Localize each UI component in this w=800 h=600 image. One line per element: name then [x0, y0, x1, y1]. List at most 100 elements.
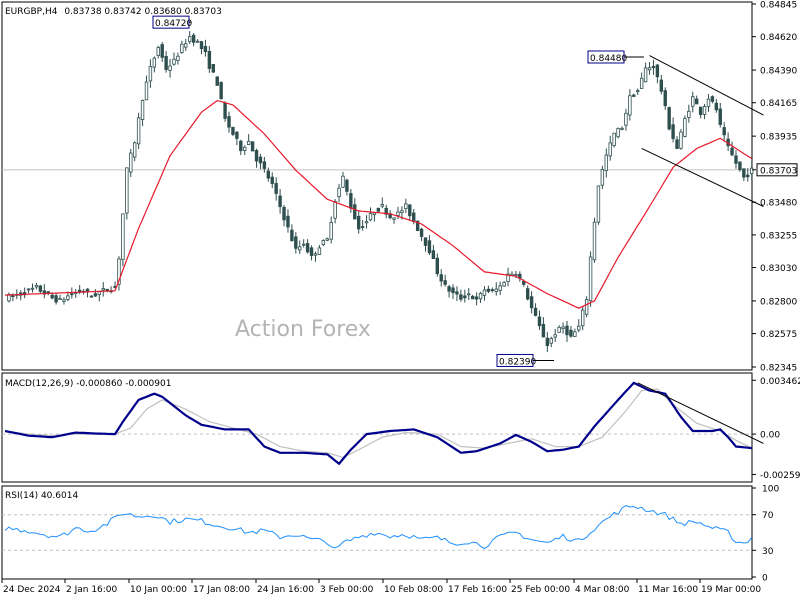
candle-body: [738, 161, 742, 171]
candle-body: [117, 258, 121, 285]
candle-body: [152, 57, 157, 68]
candle-body: [121, 213, 125, 260]
candle-body: [498, 285, 502, 291]
macd-tick-label: 0.003462: [760, 377, 800, 387]
candle-body: [553, 334, 557, 338]
candle-body: [360, 226, 365, 228]
candle-body: [443, 280, 447, 285]
candle-body: [525, 288, 530, 300]
rsi-label: RSI(14) 40.6014: [5, 491, 78, 501]
candle-body: [164, 55, 168, 70]
ohlc-values: 0.83738 0.83742 0.83680 0.83703: [64, 7, 221, 17]
macd-tick-label: -0.002593: [760, 471, 800, 481]
candle-body: [694, 98, 699, 105]
trend-channel: [641, 55, 764, 208]
candle-body: [522, 281, 526, 285]
price-tick-label: 0.82575: [760, 330, 797, 340]
candle-body: [470, 295, 475, 300]
candle-body: [211, 64, 215, 73]
candle-body: [596, 185, 601, 223]
candle-body: [537, 316, 542, 327]
candle-body: [408, 204, 412, 217]
candle-body: [679, 131, 683, 149]
macd-tick-label: 0.00: [760, 431, 780, 441]
candle-body: [282, 206, 286, 221]
candle-body: [415, 220, 420, 231]
price-axis: 0.84845 0.84620 0.84390 0.84165 0.83935 0.837…: [752, 1, 798, 374]
price-annotation-label: 0.84480: [590, 54, 627, 64]
candle-body: [651, 65, 656, 69]
candle-body: [132, 142, 137, 158]
macd-axis: 0.003462 0.00 -0.002593: [752, 377, 800, 481]
price-tick-label: 0.84845: [760, 1, 797, 11]
candle-body: [750, 167, 754, 175]
candle-body: [97, 291, 102, 296]
current-price-box: [756, 163, 798, 177]
candle-body: [404, 203, 408, 210]
candle-body: [671, 124, 675, 139]
candle-body: [215, 76, 219, 86]
candle-body: [581, 309, 585, 327]
candle-body: [136, 117, 141, 145]
rsi-levels: [2, 514, 752, 551]
macd-signal-line: [4, 388, 752, 459]
candle-body: [561, 326, 565, 330]
candle-body: [380, 204, 384, 207]
candle-body: [639, 77, 644, 89]
candle-body: [246, 140, 251, 145]
candle-body: [70, 293, 74, 296]
candle-body: [384, 207, 388, 215]
time-tick-label: 17 Jan 08:00: [193, 585, 250, 595]
time-tick-label: 25 Feb 00:00: [511, 585, 570, 595]
price-tick-label: 0.84165: [760, 99, 797, 109]
macd-trendline: [637, 382, 764, 444]
candle-body: [628, 95, 632, 116]
price-tick-label: 0.82800: [760, 297, 797, 307]
candle-body: [569, 329, 573, 337]
candle-body: [439, 274, 443, 282]
candle-body: [486, 288, 491, 292]
price-annotation-label: 0.82390: [499, 357, 536, 367]
candle-body: [419, 228, 424, 237]
candle-body: [612, 132, 616, 146]
candle-body: [258, 156, 263, 164]
candle-body: [687, 110, 691, 118]
candle-body: [172, 58, 176, 65]
candle-body: [467, 293, 471, 296]
candle-body: [203, 46, 208, 53]
candle-body: [180, 43, 184, 53]
candle-body: [353, 204, 357, 220]
candle-body: [101, 288, 105, 291]
candle-body: [274, 183, 278, 194]
candle-body: [431, 250, 436, 260]
candle-body: [329, 222, 333, 240]
price-tick-label: 0.83255: [760, 231, 797, 241]
candle-body: [502, 282, 506, 287]
candle-body: [620, 127, 624, 130]
candle-body: [266, 170, 271, 179]
candle-body: [616, 127, 620, 138]
candle-body: [368, 213, 373, 221]
candle-body: [156, 47, 160, 56]
candle-body: [140, 99, 145, 120]
candle-body: [356, 215, 361, 230]
candle-body: [160, 44, 164, 58]
candle-body: [541, 323, 546, 338]
candle-body: [577, 325, 581, 331]
candle-body: [710, 96, 715, 102]
time-tick-label: 24 Jan 16:00: [257, 585, 314, 595]
candle-body: [451, 287, 455, 294]
candle-body: [624, 112, 628, 126]
channel-lower-line: [641, 148, 764, 208]
candle-body: [376, 207, 381, 212]
candle-body: [235, 131, 239, 139]
macd-panel: MACD(12,26,9) -0.000860 -0.000901 0.0034…: [1, 372, 800, 483]
candle-body: [195, 40, 200, 43]
candle-body: [573, 331, 577, 337]
candle-body: [588, 256, 593, 302]
price-tick-label: 0.83480: [760, 199, 797, 209]
candle-body: [349, 193, 353, 209]
candle-body: [423, 237, 428, 246]
candle-body: [514, 274, 518, 276]
